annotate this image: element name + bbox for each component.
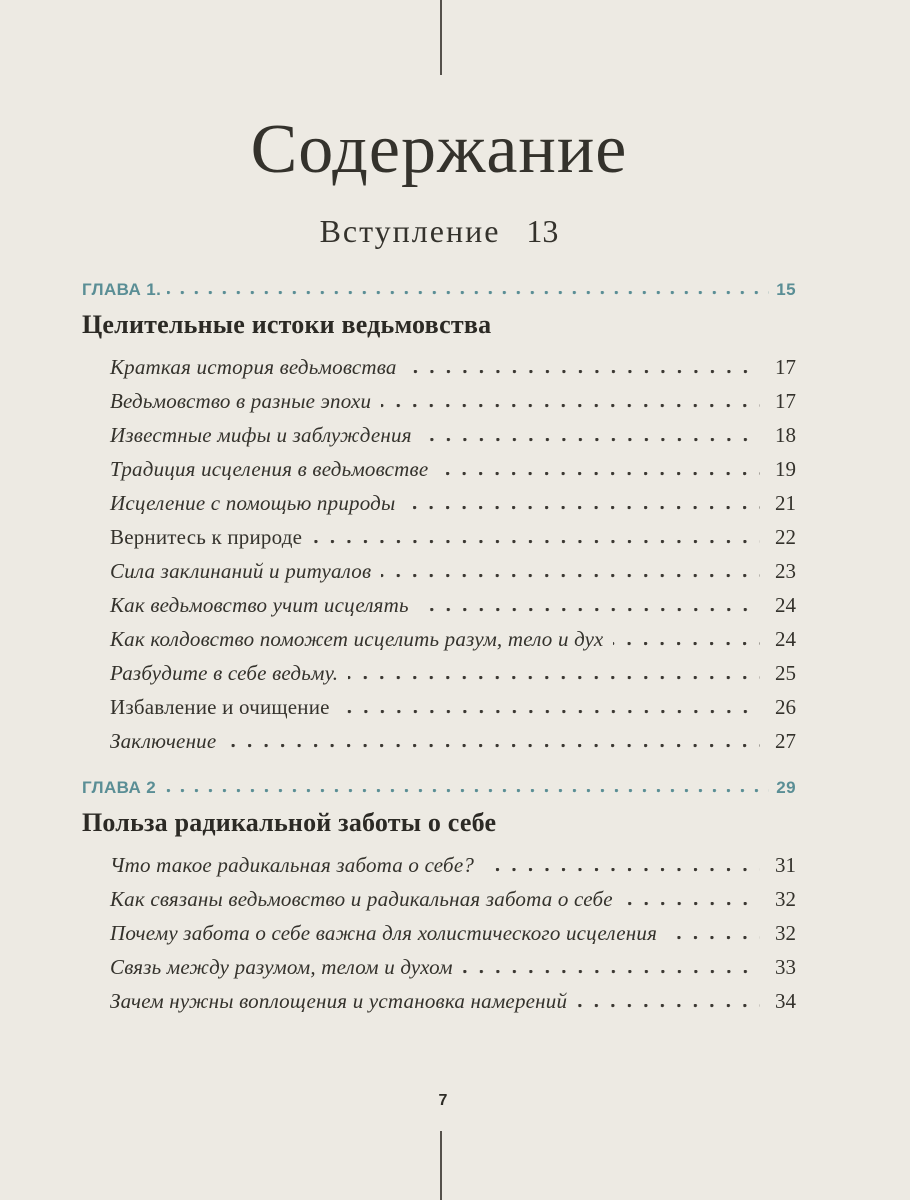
dot-leader — [381, 574, 760, 578]
toc-entry-page: 23 — [775, 559, 796, 583]
dot-leader — [226, 744, 760, 748]
toc-entry-row: Известные мифы и заблуждения 18 — [82, 422, 796, 448]
toc-entry-page: 24 — [775, 627, 796, 651]
dot-leader — [622, 902, 760, 906]
toc-entry-row: Как связаны ведьмовство и радикальная за… — [82, 886, 796, 912]
dot-leader — [577, 1004, 760, 1008]
toc-entry-page: 31 — [775, 853, 796, 877]
toc-entry-row: Связь между разумом, телом и духом 33 — [82, 954, 796, 980]
toc-entry-page: 17 — [775, 355, 796, 379]
intro-page-number: 13 — [526, 213, 559, 249]
intro-label: Вступление — [319, 213, 501, 249]
toc-entry-page: 26 — [775, 695, 796, 719]
chapter-title: Целительные истоки ведьмовства — [82, 310, 492, 339]
toc-entry-label: Избавление и очищение — [110, 695, 330, 719]
chapter-label: ГЛАВА 1. — [82, 280, 162, 299]
toc-entry-label: Вернитесь к природе — [110, 525, 303, 549]
toc-entry-row: Избавление и очищение 26 — [82, 694, 796, 720]
toc-entry-page: 21 — [775, 491, 796, 515]
toc-entry-row: Разбудите в себе ведьму. 25 — [82, 660, 796, 686]
dot-leader — [484, 868, 760, 872]
dot-leader — [421, 438, 760, 442]
toc-entry-label: Ведьмовство в разные эпохи — [110, 389, 372, 413]
dot-leader — [613, 642, 760, 646]
toc-list: ГЛАВА 1. 15 Целительные истоки ведьмовства… — [82, 280, 796, 1014]
toc-entry-row: Вернитесь к природе 22 — [82, 524, 796, 550]
toc-entry-page: 18 — [775, 423, 796, 447]
toc-entry-label: Как колдовство поможет исцелить разум, т… — [110, 627, 604, 651]
dot-leader — [167, 291, 769, 295]
intro-row: Вступление 13 — [82, 212, 796, 250]
toc-entry-page: 17 — [775, 389, 796, 413]
chapter-page-number: 15 — [776, 280, 796, 299]
toc-entry-page: 25 — [775, 661, 796, 685]
toc-entry-label: Исцеление с помощью природы — [110, 491, 396, 515]
dot-leader — [438, 472, 760, 476]
toc-entry-page: 32 — [775, 921, 796, 945]
toc-entry-row: Что такое радикальная забота о себе? 31 — [82, 852, 796, 878]
toc-entry-row: Зачем нужны воплощения и установка намер… — [82, 988, 796, 1014]
chapter-page-number: 29 — [776, 778, 796, 797]
toc-entry-row: Сила заклинаний и ритуалов 23 — [82, 558, 796, 584]
chapter-title: Польза радикальной заботы о себе — [82, 808, 497, 837]
toc-entry-label: Разбудите в себе ведьму. — [110, 661, 339, 685]
chapter-heading-row: ГЛАВА 1. 15 — [82, 280, 796, 300]
page-number: 7 — [438, 1092, 448, 1109]
toc-entry-page: 34 — [775, 989, 796, 1013]
page-title: Содержание — [250, 111, 628, 188]
toc-entry-page: 22 — [775, 525, 796, 549]
toc-entry-row: Как ведьмовство учит исцелять 24 — [82, 592, 796, 618]
toc-entry-row: Как колдовство поможет исцелить разум, т… — [82, 626, 796, 652]
toc-entry-row: Исцеление с помощью природы 21 — [82, 490, 796, 516]
toc-entry-label: Традиция исцеления в ведьмовстве — [110, 457, 429, 481]
toc-entry-row: Заключение 27 — [82, 728, 796, 754]
bottom-rule — [440, 1131, 442, 1200]
dot-leader — [405, 506, 760, 510]
dot-leader — [667, 936, 760, 940]
contents-column: Содержание Вступление 13 ГЛАВА 1. 15 Целите… — [82, 0, 796, 1014]
dot-leader — [381, 404, 760, 408]
toc-entry-label: Почему забота о себе важна для холистиче… — [110, 921, 658, 945]
chapter-block: ГЛАВА 1. 15 Целительные истоки ведьмовства… — [82, 280, 796, 754]
dot-leader — [348, 676, 760, 680]
toc-entry-label: Связь между разумом, телом и духом — [110, 955, 453, 979]
chapter-block: ГЛАВА 2 29 Польза радикальной заботы о себ… — [82, 778, 796, 1014]
toc-entry-label: Как связаны ведьмовство и радикальная за… — [110, 887, 613, 911]
dot-leader — [162, 789, 769, 793]
toc-entry-label: Краткая история ведьмовства — [110, 355, 397, 379]
toc-entry-row: Ведьмовство в разные эпохи 17 — [82, 388, 796, 414]
top-rule — [440, 0, 442, 75]
toc-entry-page: 24 — [775, 593, 796, 617]
toc-entry-label: Что такое радикальная забота о себе? — [110, 853, 475, 877]
toc-entry-label: Заключение — [110, 729, 217, 753]
toc-entry-page: 32 — [775, 887, 796, 911]
dot-leader — [312, 540, 760, 544]
toc-entry-label: Зачем нужны воплощения и установка намер… — [110, 989, 568, 1013]
chapter-label: ГЛАВА 2 — [82, 778, 157, 797]
toc-entry-page: 19 — [775, 457, 796, 481]
toc-entry-row: Традиция исцеления в ведьмовстве 19 — [82, 456, 796, 482]
chapter-heading-row: ГЛАВА 2 29 — [82, 778, 796, 798]
toc-entry-row: Почему забота о себе важна для холистиче… — [82, 920, 796, 946]
toc-entry-label: Как ведьмовство учит исцелять — [110, 593, 409, 617]
toc-entry-page: 33 — [775, 955, 796, 979]
dot-leader — [406, 370, 760, 374]
dot-leader — [462, 970, 760, 974]
toc-entry-label: Известные мифы и заблуждения — [110, 423, 412, 447]
toc-entry-page: 27 — [775, 729, 796, 753]
dot-leader — [418, 608, 760, 612]
toc-entry-label: Сила заклинаний и ритуалов — [110, 559, 372, 583]
dot-leader — [339, 710, 760, 714]
toc-entry-row: Краткая история ведьмовства 17 — [82, 354, 796, 380]
